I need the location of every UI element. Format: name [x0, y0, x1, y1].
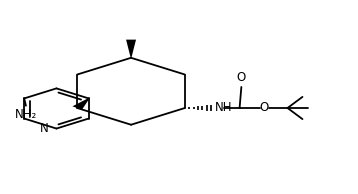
Text: NH₂: NH₂ — [15, 108, 37, 121]
Text: NH: NH — [215, 101, 232, 114]
Text: O: O — [260, 101, 269, 114]
Text: O: O — [237, 70, 246, 84]
Polygon shape — [72, 98, 90, 110]
Polygon shape — [126, 40, 136, 58]
Text: N: N — [40, 122, 49, 135]
